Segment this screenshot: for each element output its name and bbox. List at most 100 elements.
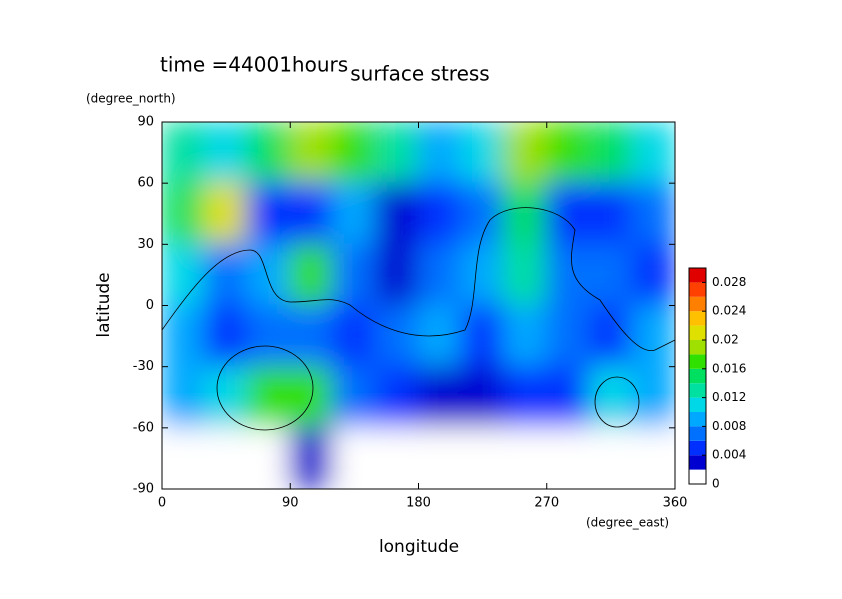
x-unit: (degree_east) (586, 516, 669, 530)
cell (332, 182, 377, 246)
y-tick-label: -90 (133, 482, 154, 497)
cell (203, 182, 249, 246)
cell (374, 243, 420, 307)
cell (417, 122, 463, 185)
cell (588, 182, 634, 246)
coastline (216, 345, 314, 431)
cell (503, 426, 548, 489)
cell (162, 182, 206, 246)
cell (460, 243, 505, 307)
colorbar-frame (688, 267, 707, 485)
colorbar-tick-label: 0.028 (712, 275, 746, 289)
y-tick-label: 0 (146, 298, 154, 313)
cell (631, 426, 675, 489)
cell (631, 365, 675, 429)
cell (289, 243, 334, 307)
colorbar-box (689, 325, 706, 340)
colorbar-box (689, 397, 706, 412)
cell (162, 243, 206, 307)
colorbar-box (689, 383, 706, 398)
cell (332, 304, 377, 368)
cell (374, 182, 420, 246)
cell (332, 426, 377, 489)
cell (374, 365, 420, 429)
x-tick-label: 270 (534, 496, 559, 511)
cell (545, 365, 591, 429)
colorbar-box (689, 296, 706, 312)
cell (246, 122, 292, 185)
cell (631, 122, 675, 185)
cell (631, 304, 675, 368)
cell (460, 365, 505, 429)
cell (203, 365, 249, 429)
coastline (594, 376, 640, 428)
cell (503, 122, 548, 185)
field (162, 122, 675, 489)
cell (417, 365, 463, 429)
cell (162, 122, 206, 185)
cell (332, 243, 377, 307)
cell (588, 304, 634, 368)
cell (162, 365, 206, 429)
cell (545, 304, 591, 368)
cell (631, 243, 675, 307)
cell (417, 426, 463, 489)
cell (588, 426, 634, 489)
cell (545, 243, 591, 307)
colorbar-tick-label: 0 (712, 477, 720, 491)
cell (289, 182, 334, 246)
colorbar-box (689, 282, 706, 297)
colorbar-tick-label: 0.016 (712, 361, 746, 375)
coastline (161, 207, 676, 352)
cell (460, 426, 505, 489)
cell (203, 122, 249, 185)
colorbar-tick-label: 0.012 (712, 390, 746, 404)
y-tick-label: 30 (137, 237, 154, 252)
cell (203, 304, 249, 368)
cell (332, 122, 377, 185)
cell (503, 182, 548, 246)
cell (631, 182, 675, 246)
cell (246, 182, 292, 246)
colorbar-tick-label: 0.008 (712, 419, 746, 433)
cell (332, 365, 377, 429)
colorbar-box (689, 311, 706, 326)
cell (289, 304, 334, 368)
colorbar-box (689, 469, 706, 484)
y-tick-label: -30 (133, 359, 154, 374)
cell (460, 304, 505, 368)
colorbar-box (689, 440, 706, 456)
cell (246, 243, 292, 307)
x-tick-label: 360 (663, 496, 688, 511)
cell (503, 243, 548, 307)
annotation: time =44001hours (160, 53, 348, 77)
cell (162, 304, 206, 368)
y-tick-label: 60 (137, 176, 154, 191)
cell (246, 426, 292, 489)
cell (417, 182, 463, 246)
cell (246, 365, 292, 429)
cell (374, 122, 420, 185)
x-tick-label: 90 (282, 496, 299, 511)
colorbar-box (689, 268, 706, 283)
cell (460, 122, 505, 185)
cell (545, 426, 591, 489)
colorbar-box (689, 426, 706, 441)
colorbar-box (689, 412, 706, 427)
cell (417, 243, 463, 307)
colorbar-tick-label: 0.004 (712, 448, 746, 462)
cell (374, 304, 420, 368)
cell (374, 426, 420, 489)
cell (503, 304, 548, 368)
cell (588, 243, 634, 307)
cell (246, 304, 292, 368)
field-cells (162, 122, 675, 489)
colorbar-box (689, 368, 706, 384)
cell (545, 122, 591, 185)
cell (503, 365, 548, 429)
colorbar-box (689, 340, 706, 355)
cell (588, 365, 634, 429)
y-unit: (degree_north) (86, 92, 176, 106)
cell (289, 426, 334, 489)
